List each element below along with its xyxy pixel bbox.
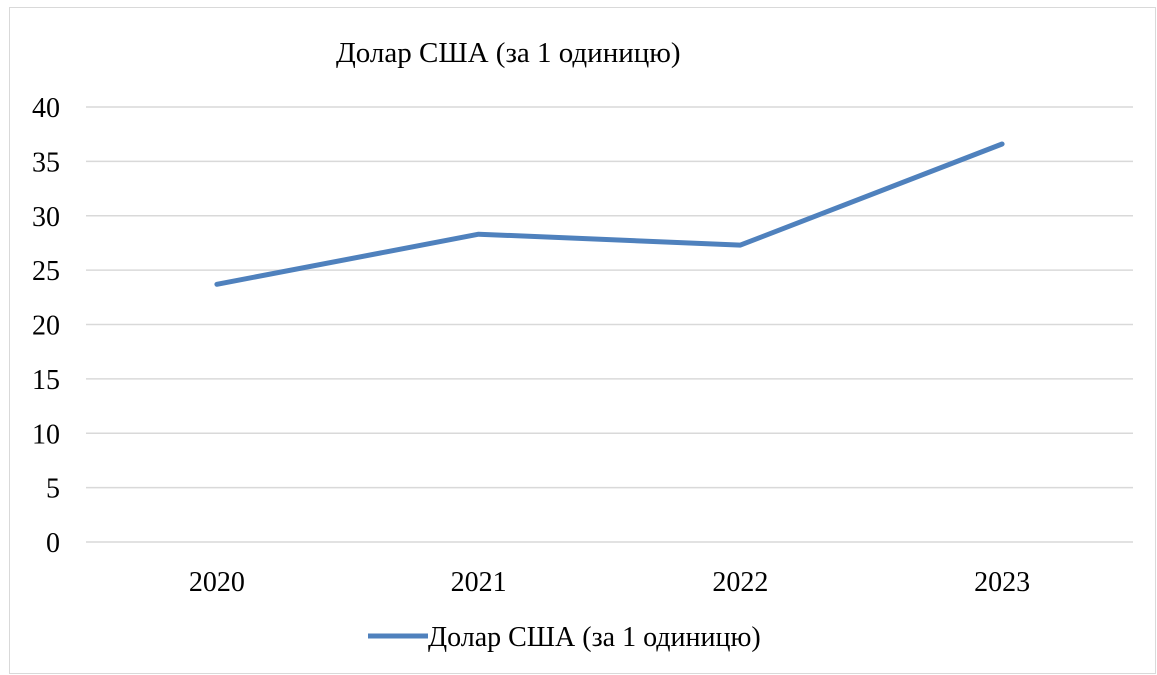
x-tick-label: 2023 (974, 567, 1030, 598)
y-tick-label: 15 (32, 365, 60, 396)
legend-label: Долар США (за 1 одиницю) (428, 622, 761, 653)
x-tick-label: 2021 (451, 567, 507, 598)
y-tick-label: 20 (32, 311, 60, 342)
y-tick-label: 35 (32, 147, 60, 178)
y-tick-label: 10 (32, 419, 60, 450)
y-tick-label: 40 (32, 93, 60, 124)
y-tick-label: 0 (46, 528, 60, 559)
gridlines (86, 106, 1133, 543)
y-tick-label: 25 (32, 256, 60, 287)
x-axis-ticks: 2020 2021 2022 2023 (189, 567, 1030, 598)
x-tick-label: 2020 (189, 567, 245, 598)
y-axis-ticks: 0 5 10 15 20 25 30 35 40 (32, 93, 60, 559)
chart-frame (9, 7, 1156, 674)
legend: Долар США (за 1 одиницю) (368, 622, 761, 653)
y-tick-label: 30 (32, 202, 60, 233)
chart-title: Долар США (за 1 одиницю) (336, 37, 681, 69)
x-tick-label: 2022 (712, 567, 768, 598)
series-line (214, 141, 1005, 287)
series-layer (214, 141, 1005, 287)
y-tick-label: 5 (46, 474, 60, 505)
